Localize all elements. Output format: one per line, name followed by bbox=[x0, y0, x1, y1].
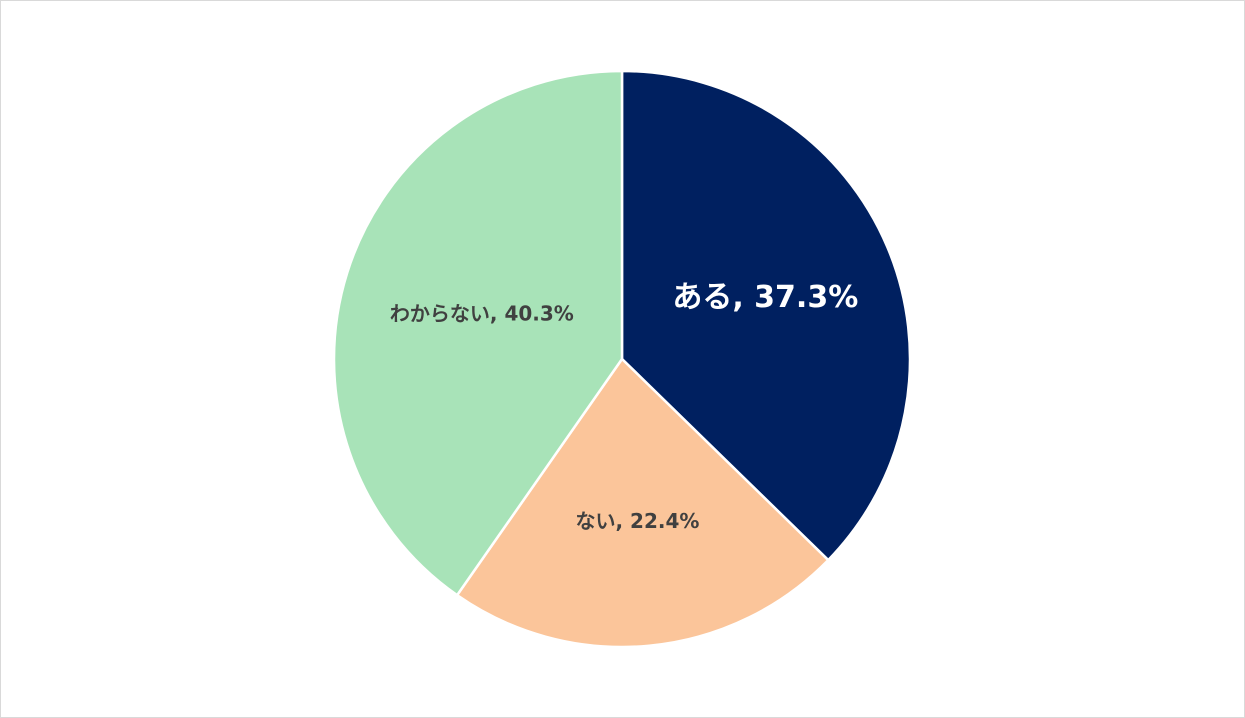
pie-slice bbox=[455, 357, 830, 649]
data-label: ある, 37.3% bbox=[672, 280, 858, 315]
data-label: わからない, 40.3% bbox=[390, 301, 574, 325]
pie bbox=[332, 69, 912, 649]
pie-slice bbox=[620, 69, 912, 562]
data-labels: ある, 37.3% ない, 22.4% わからない, 40.3% bbox=[390, 280, 858, 533]
data-label: ない, 22.4% bbox=[575, 509, 699, 533]
pie-slice bbox=[332, 69, 624, 597]
